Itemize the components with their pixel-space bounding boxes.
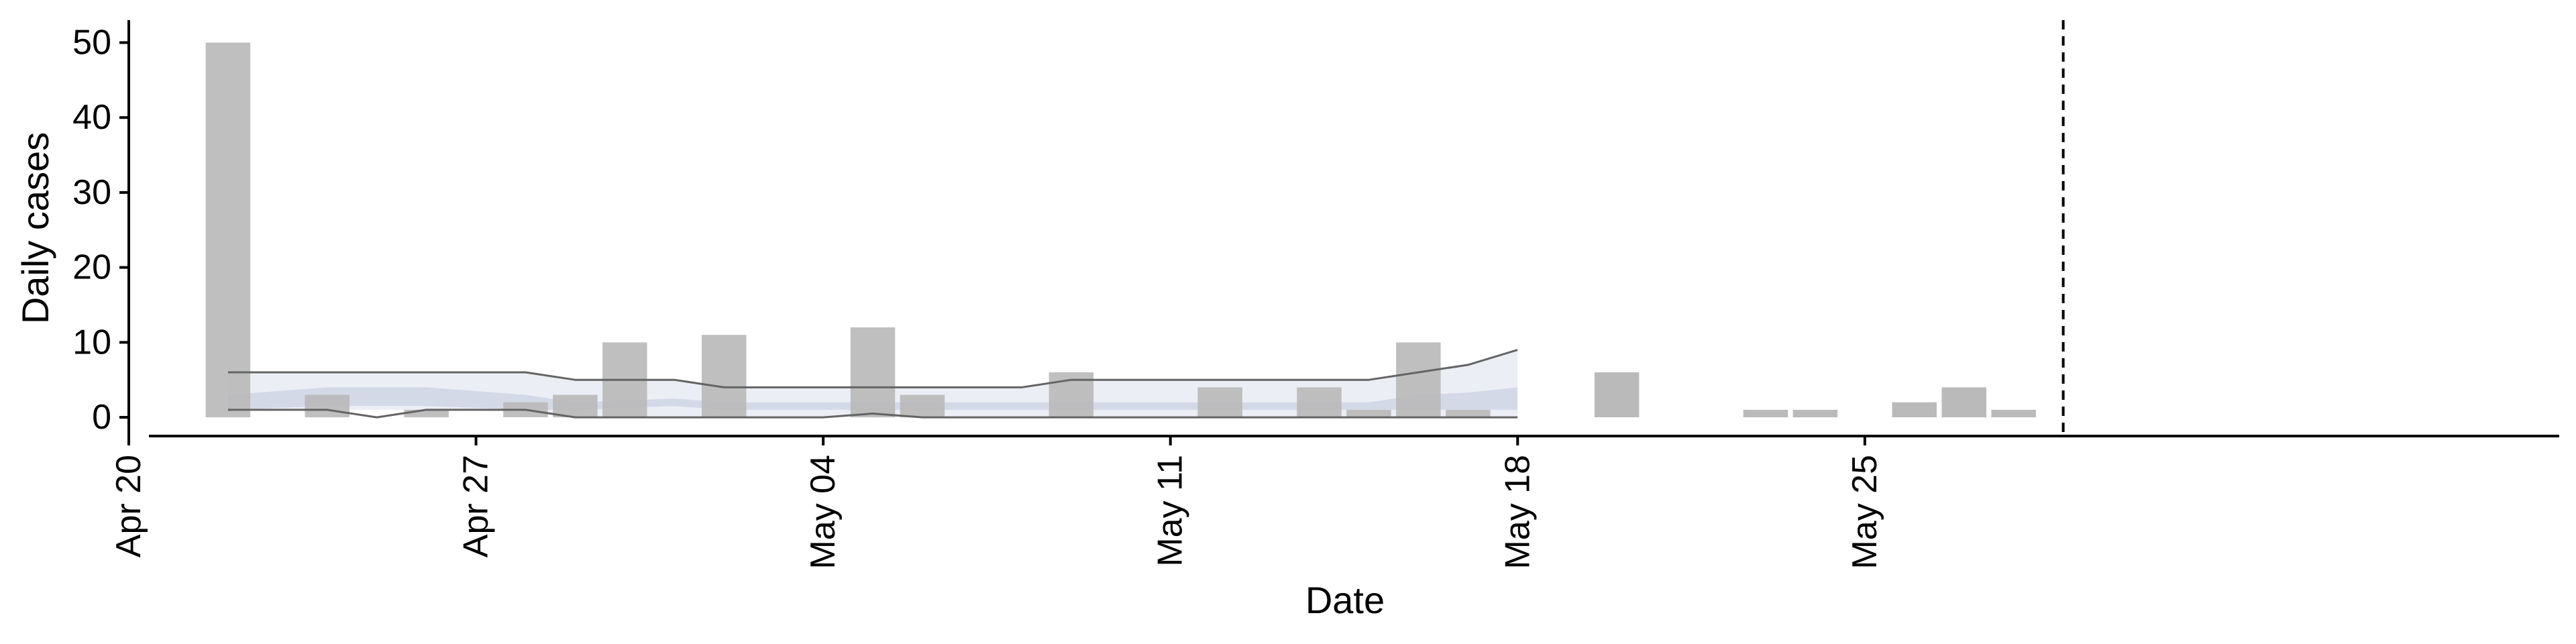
- bar-2020-04-22: [205, 42, 251, 418]
- bar-2020-05-24: [1792, 409, 1838, 418]
- bar-2020-04-26: [404, 409, 449, 418]
- bar-2020-05-02: [702, 335, 747, 418]
- y-tick-label: 40: [72, 98, 111, 137]
- upper-estimate-line: [227, 349, 1518, 388]
- x-tick-label: May 18: [1498, 455, 1537, 570]
- estimate-lines: [227, 349, 1518, 419]
- y-tick-label: 10: [72, 323, 111, 362]
- case-bars: [205, 42, 2036, 418]
- bar-2020-05-05: [850, 327, 896, 418]
- y-tick-label: 50: [72, 23, 111, 62]
- y-tick-label: 30: [72, 173, 111, 212]
- bar-2020-04-29: [553, 394, 598, 418]
- x-tick-label: May 04: [804, 455, 843, 570]
- x-tick-label: May 25: [1845, 455, 1884, 570]
- x-tick-label: May 11: [1151, 455, 1190, 567]
- x-tick-label: Apr 27: [457, 455, 496, 557]
- bar-2020-05-27: [1941, 387, 1986, 418]
- bar-2020-04-24: [305, 394, 350, 418]
- bar-2020-05-23: [1743, 409, 1788, 418]
- bar-2020-05-12: [1197, 387, 1242, 418]
- bar-2020-05-26: [1892, 402, 1937, 417]
- x-ticks: Apr 20 Apr 27 May 04 May 11 May 18 May 25: [109, 436, 1884, 570]
- bar-2020-05-06: [900, 394, 945, 418]
- bar-2020-05-15: [1346, 409, 1391, 418]
- x-tick-label: Apr 20: [109, 455, 148, 557]
- y-axis-title: Daily cases: [14, 132, 56, 324]
- axes: [127, 20, 2559, 437]
- lower-estimate-line: [227, 409, 1518, 419]
- bar-2020-05-14: [1297, 387, 1342, 418]
- bar-2020-05-20: [1594, 372, 1640, 417]
- x-axis-title: Date: [1305, 579, 1385, 621]
- bar-2020-05-17: [1446, 409, 1491, 418]
- y-ticks: 0 10 20 30 40 50: [72, 23, 129, 437]
- y-tick-label: 20: [72, 248, 111, 287]
- y-tick-label: 0: [92, 398, 111, 437]
- bar-2020-05-16: [1396, 342, 1441, 418]
- bar-2020-05-28: [1991, 409, 2036, 418]
- uncertainty-bands: [227, 350, 1518, 418]
- inner-uncertainty-band: [227, 387, 1518, 410]
